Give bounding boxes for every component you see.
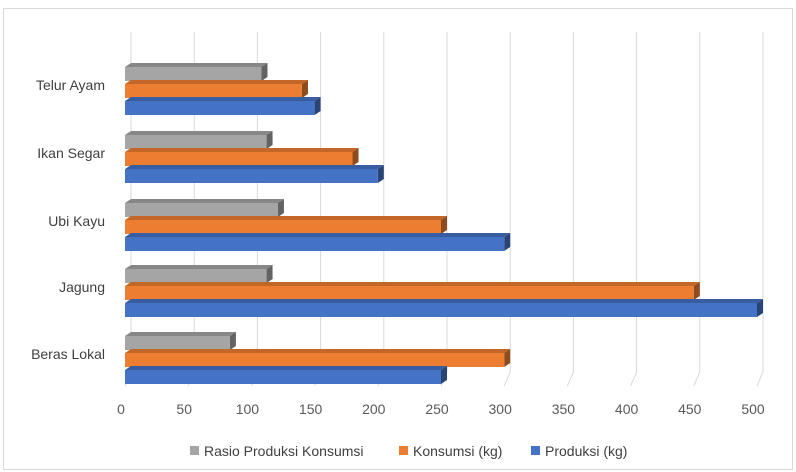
bar-end-face xyxy=(504,349,511,367)
gridline-floor xyxy=(566,371,574,387)
x-tick-label: 200 xyxy=(362,401,386,417)
bar-top-face xyxy=(125,97,321,101)
bar-top-face xyxy=(125,63,268,67)
bar-end-face xyxy=(266,265,273,283)
bar xyxy=(125,101,315,115)
bar-end-face xyxy=(266,131,273,149)
legend-swatch xyxy=(399,446,408,455)
bar xyxy=(125,152,353,166)
bar-end-face xyxy=(377,165,384,183)
bar xyxy=(125,169,378,183)
legend-label: Produksi (kg) xyxy=(545,443,627,459)
gridline-floor xyxy=(503,371,511,387)
legend-label: Rasio Produksi Konsumsi xyxy=(204,443,364,459)
x-tick-label: 100 xyxy=(236,401,260,417)
x-tick-label: 500 xyxy=(741,401,765,417)
gridline-floor xyxy=(630,371,638,387)
bar-end-face xyxy=(301,80,308,98)
bar xyxy=(125,336,230,350)
x-tick-label: 450 xyxy=(678,401,702,417)
x-tick-label: 300 xyxy=(489,401,513,417)
bar xyxy=(125,220,441,234)
x-tick-label: 0 xyxy=(117,401,125,417)
x-tick-label: 50 xyxy=(176,401,192,417)
legend-label: Konsumsi (kg) xyxy=(413,443,502,459)
bar xyxy=(125,286,694,300)
bar-top-face xyxy=(125,216,447,220)
bar-end-face xyxy=(314,97,321,115)
bar-top-face xyxy=(125,282,700,286)
x-tick-label: 250 xyxy=(425,401,449,417)
bar-top-face xyxy=(125,199,284,203)
legend-swatch xyxy=(531,446,540,455)
category-label: Telur Ayam xyxy=(36,77,105,93)
bar-end-face xyxy=(229,332,236,350)
category-label: Ikan Segar xyxy=(37,145,105,161)
gridline-floor xyxy=(693,371,701,387)
bar-end-face xyxy=(277,199,284,217)
legend-swatch xyxy=(190,446,199,455)
bar-top-face xyxy=(125,366,447,370)
bar-top-face xyxy=(125,131,273,135)
x-tick-label: 400 xyxy=(615,401,639,417)
bar-end-face xyxy=(441,366,447,384)
bar xyxy=(125,353,505,367)
bar xyxy=(125,203,278,217)
bar-top-face xyxy=(125,80,308,84)
bar-end-face xyxy=(504,233,511,251)
category-label: Beras Lokal xyxy=(31,346,105,362)
bar-top-face xyxy=(125,299,763,303)
category-label: Jagung xyxy=(59,279,105,295)
bar xyxy=(125,84,302,98)
bar-top-face xyxy=(125,265,273,269)
bar-top-face xyxy=(125,233,511,237)
bar xyxy=(125,67,262,81)
x-tick-label: 350 xyxy=(552,401,576,417)
bar-end-face xyxy=(441,216,447,234)
x-tick-label: 150 xyxy=(299,401,323,417)
gridline-floor xyxy=(756,371,764,387)
bar xyxy=(125,370,441,384)
bar-top-face xyxy=(125,148,359,152)
bar-end-face xyxy=(757,299,763,317)
bar xyxy=(125,237,505,251)
category-label: Ubi Kayu xyxy=(48,213,105,229)
bar-top-face xyxy=(125,349,511,353)
bar xyxy=(125,269,267,283)
bar-top-face xyxy=(125,165,384,169)
bar-end-face xyxy=(693,282,700,300)
bar-top-face xyxy=(125,332,236,336)
bar xyxy=(125,135,267,149)
bar-end-face xyxy=(352,148,359,166)
bar-end-face xyxy=(261,63,268,81)
bar xyxy=(125,303,757,317)
